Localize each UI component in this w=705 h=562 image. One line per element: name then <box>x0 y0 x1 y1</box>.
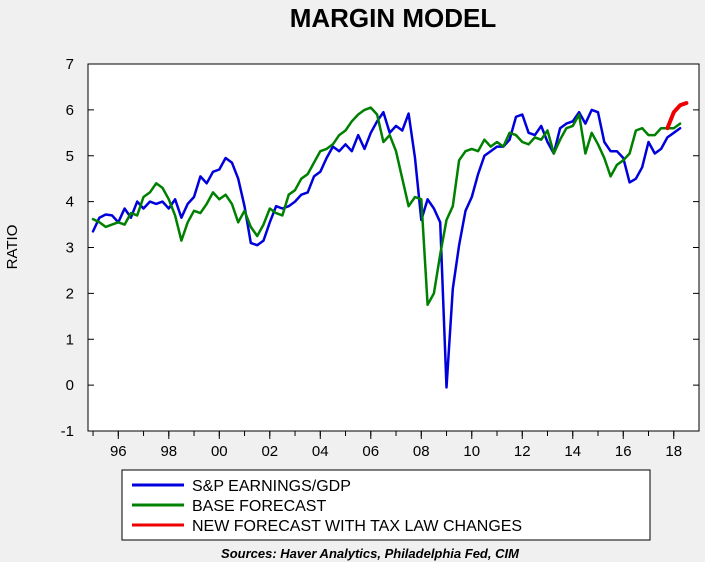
y-tick-label: 4 <box>66 194 74 211</box>
x-axis: 96 98 00 02 04 06 08 10 12 14 16 18 <box>92 431 682 460</box>
series-lines <box>91 101 689 389</box>
y-axis-label: RATIO <box>4 225 21 270</box>
y-tick-label: -1 <box>61 423 74 440</box>
x-tick-label: 12 <box>514 443 531 460</box>
y-tick-label: 3 <box>66 240 74 257</box>
chart-title: MARGIN MODEL <box>290 3 497 33</box>
x-tick-label: 08 <box>413 443 430 460</box>
plot-area <box>87 63 700 432</box>
legend-label: BASE FORECAST <box>192 498 326 515</box>
x-tick-label: 02 <box>261 443 278 460</box>
y-tick-label: 5 <box>66 148 74 165</box>
legend-label: NEW FORECAST WITH TAX LAW CHANGES <box>192 518 522 535</box>
series-line-0 <box>91 108 682 389</box>
x-tick-label: 14 <box>564 443 581 460</box>
y-axis: -1 0 1 2 3 4 5 6 7 <box>61 56 699 440</box>
x-tick-label: 00 <box>211 443 228 460</box>
x-tick-label: 06 <box>362 443 379 460</box>
y-tick-label: 0 <box>66 377 74 394</box>
legend: S&P EARNINGS/GDP BASE FORECAST NEW FORECAS… <box>121 469 651 541</box>
y-tick-label: 7 <box>66 56 74 73</box>
x-tick-label: 10 <box>463 443 480 460</box>
y-tick-label: 6 <box>66 102 74 119</box>
x-tick-label: 16 <box>615 443 632 460</box>
y-tick-label: 2 <box>66 285 74 302</box>
x-tick-label: 18 <box>665 443 682 460</box>
y-tick-label: 1 <box>66 331 74 348</box>
legend-box <box>121 469 651 541</box>
x-tick-label: 04 <box>312 443 329 460</box>
x-tick-label: 98 <box>160 443 177 460</box>
source-note: Sources: Haver Analytics, Philadelphia F… <box>221 546 520 561</box>
x-tick-label: 96 <box>110 443 127 460</box>
series-line-1 <box>91 106 682 307</box>
series-line-2 <box>665 101 689 131</box>
legend-label: S&P EARNINGS/GDP <box>192 478 351 495</box>
